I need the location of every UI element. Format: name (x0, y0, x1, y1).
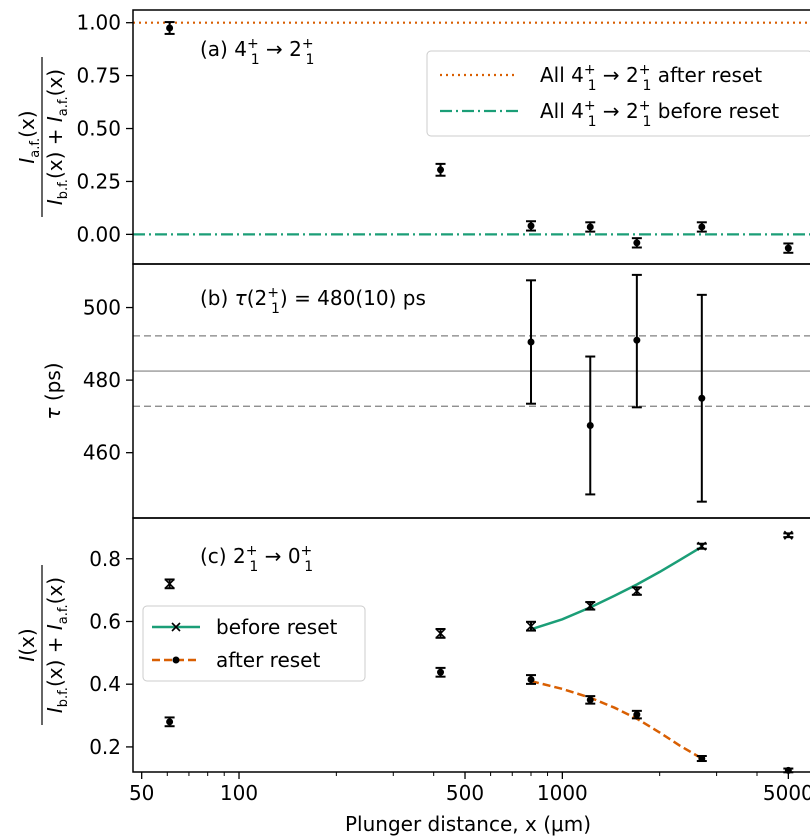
before-reset-point-5-stroke-2 (632, 586, 642, 596)
panel-b-label: (b) τ(2+ 1) = 480(10) ps (200, 285, 426, 317)
panel-a-ylabel-num: Ia.f.(x) (15, 110, 43, 163)
panel-a-point-7 (784, 244, 792, 252)
legend-after-reset-marker (172, 656, 180, 664)
x-tick-label: 5000 (763, 781, 810, 805)
panel-a-points (164, 21, 794, 254)
x-tick-label: 500 (446, 781, 484, 805)
panel-a-point-2 (437, 166, 445, 174)
panel-a-point-1 (166, 24, 174, 32)
legend-before-reset-marker (171, 622, 181, 632)
before-reset-point-2-stroke-2 (435, 628, 446, 638)
panel-c-ylabel-num: I(x) (15, 628, 39, 661)
after-reset-point-6 (698, 755, 706, 763)
panel-a-point-6 (698, 223, 706, 231)
panel-a-legend: All 4+ 1 → 2+ 1 after reset All 4+ 1 → 2+ 1 … (426, 50, 810, 137)
panel-b-reference-lines (133, 335, 810, 407)
panel-b-points (526, 273, 707, 503)
y-tick-label: 0.00 (76, 222, 121, 246)
x-tick-label: 50 (129, 781, 154, 805)
before-reset-point-5 (632, 586, 642, 596)
panel-b-y-axis-label: τ (ps) (41, 362, 65, 419)
y-tick-label: 0.6 (89, 609, 121, 633)
panel-a-point-5 (633, 239, 641, 247)
fit-curve-before-reset (530, 545, 703, 631)
panel-c-frame (132, 517, 810, 773)
panel-a-y-axis-label: Ia.f.(x) Ib.f.(x) + Ia.f.(x) (15, 57, 71, 217)
panel-a-label: (a) 4+ 1 → 2+ 1 (200, 36, 314, 68)
before-reset-point-7 (783, 530, 793, 540)
y-tick-label: 0.25 (76, 169, 121, 193)
before-reset-point-1 (165, 579, 175, 589)
panel-a-reference-lines (133, 21, 810, 236)
legend-before-reset-label: before reset (216, 615, 338, 639)
panel-a: 0.00 0.25 0.50 0.75 1.00 (a) 4+ 1 → 2+ 1 All 4… (15, 9, 810, 265)
y-tick-label: 0.2 (89, 735, 121, 759)
before-reset-point-6 (697, 541, 707, 551)
before-reset-point-1-stroke-2 (165, 579, 175, 589)
y-tick-label: 460 (83, 441, 121, 465)
panel-a-point-3 (527, 222, 535, 230)
y-tick-label: 500 (83, 296, 121, 320)
panel-c-fit-curves (530, 545, 703, 760)
y-tick-label: 1.00 (76, 11, 121, 35)
before-reset-point-2 (435, 628, 446, 638)
legend-before-reset-all-label: All 4+ 1 → 2+ 1 before reset (540, 98, 779, 130)
legend-after-reset-label: after reset (216, 648, 320, 672)
y-tick-label: 0.4 (89, 672, 121, 696)
panel-c-y-ticks: 0.2 0.4 0.6 0.8 (89, 547, 133, 759)
before-reset-point-6-stroke-2 (697, 541, 707, 551)
panel-a-y-ticks: 0.00 0.25 0.50 0.75 1.00 (76, 11, 133, 246)
fit-curve-after-reset (530, 679, 703, 760)
panel-c-label: (c) 2+ 1 → 0+ 1 (200, 543, 313, 575)
legend-after-reset-all-label: All 4+ 1 → 2+ 1 after reset (540, 62, 762, 94)
panel-c-y-axis-label: I(x) Ib.f.(x) + Ia.f.(x) (15, 565, 71, 725)
after-reset-point-2 (437, 668, 445, 676)
panel-b-point-3 (633, 336, 641, 344)
panel-a-point-4 (586, 223, 594, 231)
after-reset-point-4 (586, 696, 594, 704)
panel-a-ylabel-den: Ib.f.(x) + Ia.f.(x) (43, 69, 71, 205)
after-reset-point-5 (633, 711, 641, 719)
panel-b-point-2 (586, 421, 594, 429)
x-axis-ticks: 50 100 500 1000 5000 (129, 772, 810, 805)
y-tick-label: 0.50 (76, 117, 121, 141)
y-tick-label: 0.75 (76, 64, 121, 88)
panel-c: 0.2 0.4 0.6 0.8 50 100 500 1000 5000 (c) 2+ 1 → … (15, 517, 810, 836)
y-tick-label: 0.8 (89, 547, 121, 571)
panel-b-point-1 (527, 338, 535, 346)
x-tick-label: 1000 (537, 781, 588, 805)
panel-b: 460 480 500 (b) τ(2+ 1) = 480(10) ps τ (ps) (41, 263, 810, 519)
x-axis-label: Plunger distance, x (μm) (345, 812, 591, 836)
panel-c-ylabel-den: Ib.f.(x) + Ia.f.(x) (43, 577, 71, 713)
after-reset-point-3 (527, 675, 535, 683)
after-reset-point-1 (166, 718, 174, 726)
panel-c-legend-box (142, 605, 366, 682)
panel-a-legend-box (426, 50, 810, 137)
x-tick-label: 100 (220, 781, 258, 805)
y-tick-label: 480 (83, 368, 121, 392)
panel-b-y-ticks: 460 480 500 (83, 296, 133, 465)
panel-c-legend: before reset after reset (142, 605, 366, 682)
before-reset-point-7-stroke-2 (783, 530, 793, 540)
before-reset-point-3-stroke-2 (526, 621, 536, 631)
before-reset-point-4-stroke-2 (585, 601, 595, 611)
before-reset-point-4 (585, 601, 595, 611)
panel-b-point-4 (698, 394, 706, 402)
before-reset-point-3 (526, 621, 536, 631)
